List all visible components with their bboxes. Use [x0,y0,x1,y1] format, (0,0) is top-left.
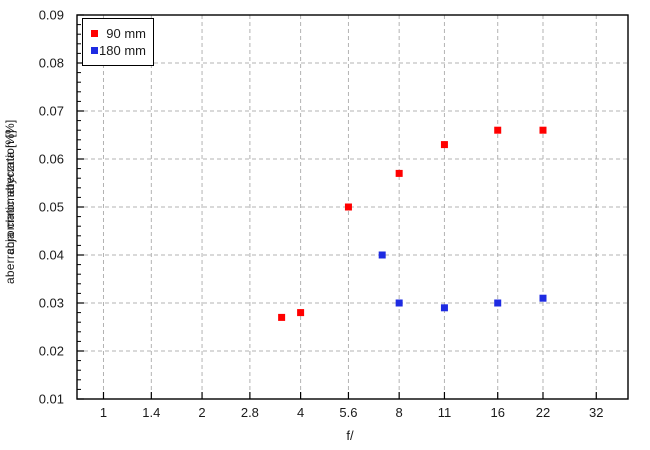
data-point-180-mm [539,294,547,302]
data-point-90-mm [494,126,502,134]
data-point-90-mm [539,126,547,134]
y-tick-label: 0.07 [39,104,64,119]
y-tick-label: 0.05 [39,200,64,215]
x-tick-label: 1 [100,405,107,420]
data-point-90-mm [278,313,286,321]
legend-swatch-180mm [91,47,98,54]
y-axis-label-overlay: chromatic aberration [%] [3,119,17,255]
y-tick-label: 0.02 [39,344,64,359]
y-tick-label: 0.01 [39,392,64,407]
y-tick-label: 0.06 [39,152,64,167]
x-tick-label: 22 [536,405,550,420]
y-tick-label: 0.03 [39,296,64,311]
data-point-90-mm [344,203,352,211]
x-tick-label: 32 [589,405,603,420]
x-tick-label: 5.6 [339,405,357,420]
data-point-180-mm [378,251,386,259]
y-tick-label: 0.09 [39,8,64,23]
data-point-90-mm [297,309,305,317]
legend-swatch-90mm [91,30,98,37]
x-tick-label: 2 [198,405,205,420]
legend-item-180mm: 180 mm [91,43,153,58]
data-point-90-mm [440,141,448,149]
x-tick-label: 11 [438,405,452,420]
y-tick-label: 0.08 [39,56,64,71]
x-axis-label: f/ [346,428,354,443]
data-point-90-mm [395,169,403,177]
legend: 90 mm 180 mm [82,18,154,66]
legend-label-90mm: 90 mm [106,26,146,41]
x-tick-label: 8 [396,405,403,420]
y-tick-label: 0.04 [39,248,64,263]
x-tick-label: 4 [297,405,304,420]
data-point-180-mm [440,304,448,312]
data-point-180-mm [395,299,403,307]
legend-label-180mm: 180 mm [99,43,146,58]
x-tick-label: 1.4 [142,405,160,420]
plot-border [76,14,629,400]
data-point-180-mm [494,299,502,307]
x-tick-label: 2.8 [241,405,259,420]
legend-item-90mm: 90 mm [91,26,153,41]
x-tick-label: 16 [490,405,504,420]
